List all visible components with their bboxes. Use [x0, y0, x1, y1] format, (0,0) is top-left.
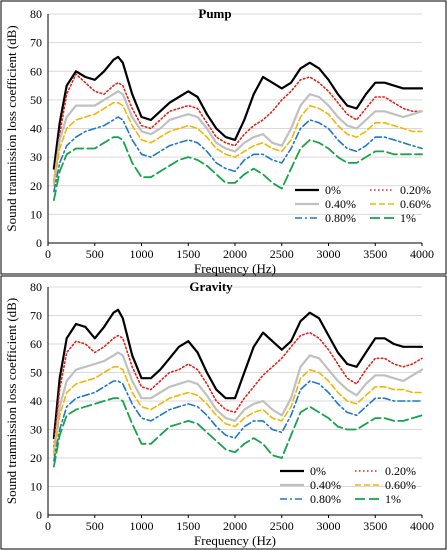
y-tick-label: 10 — [30, 207, 42, 221]
y-tick-label: 10 — [30, 480, 42, 494]
x-tick-label: 4000 — [410, 519, 434, 533]
y-tick-label: 40 — [30, 122, 42, 136]
x-tick-label: 500 — [86, 519, 104, 533]
x-tick-label: 3500 — [363, 519, 387, 533]
y-tick-label: 70 — [30, 36, 42, 50]
series-line-1pct — [53, 397, 423, 468]
y-tick-label: 0 — [36, 236, 42, 250]
y-tick-label: 80 — [30, 7, 42, 21]
legend-label: 1% — [400, 211, 416, 225]
series-line-0pct — [52, 308, 424, 440]
legend-label: 0.60% — [400, 197, 431, 211]
series-line-0-80pct — [53, 116, 423, 193]
x-tick-label: 2500 — [270, 247, 294, 261]
y-tick-label: 70 — [30, 309, 42, 323]
y-tick-label: 60 — [30, 337, 42, 351]
legend-label: 0.60% — [385, 478, 416, 492]
chart-title: Gravity — [189, 279, 233, 294]
x-tick-label: 500 — [86, 247, 104, 261]
x-tick-label: 2000 — [223, 519, 247, 533]
y-tick-label: 20 — [30, 179, 42, 193]
x-tick-label: 2500 — [270, 519, 294, 533]
x-tick-label: 1000 — [130, 519, 154, 533]
x-tick-label: 2000 — [223, 247, 247, 261]
y-tick-label: 40 — [30, 394, 42, 408]
legend-label: 0.80% — [310, 492, 341, 506]
y-tick-label: 50 — [30, 93, 42, 107]
legend-label: 0% — [325, 183, 341, 197]
x-tick-label: 3500 — [363, 247, 387, 261]
y-tick-label: 30 — [30, 150, 42, 164]
series-line-0-20pct — [53, 73, 423, 181]
x-tick-label: 0 — [45, 519, 51, 533]
panel-frame — [0, 275, 447, 550]
legend-label: 0.20% — [385, 464, 416, 478]
y-tick-label: 50 — [30, 366, 42, 380]
y-tick-label: 80 — [30, 280, 42, 294]
x-axis-label: Frequency (Hz) — [194, 533, 276, 548]
series-line-0-60pct — [53, 366, 423, 456]
series-line-0pct — [52, 55, 424, 170]
x-tick-label: 3000 — [317, 519, 341, 533]
x-tick-label: 1500 — [176, 519, 200, 533]
series-line-0-80pct — [53, 380, 423, 462]
x-tick-label: 4000 — [410, 247, 434, 261]
legend-label: 0.80% — [325, 211, 356, 225]
chart-title: Pump — [198, 6, 231, 21]
legend-label: 0.20% — [400, 183, 431, 197]
chart-panel-pump: 0 10 20 30 40 50 60 70 80 0 500 1000 1500 2000 2500 300… — [0, 0, 447, 276]
y-tick-label: 60 — [30, 64, 42, 78]
y-axis-label: Sound tranmission loss coefficient (dB) — [4, 25, 19, 231]
series-line-0-40pct — [52, 90, 424, 184]
series-line-1pct — [53, 136, 423, 201]
legend-label: 0.40% — [325, 197, 356, 211]
y-tick-label: 30 — [30, 423, 42, 437]
x-axis-label: Frequency (Hz) — [194, 261, 276, 276]
y-tick-label: 0 — [36, 508, 42, 522]
legend-label: 0% — [310, 464, 326, 478]
x-tick-label: 1500 — [176, 247, 200, 261]
panel-frame — [0, 0, 447, 275]
x-tick-label: 1000 — [130, 247, 154, 261]
y-tick-label: 20 — [30, 451, 42, 465]
legend-label: 1% — [385, 492, 401, 506]
chart-panel-gravity: 0 10 20 30 40 50 60 70 80 0 500 1000 1500 2000 2500 300… — [0, 275, 447, 550]
series-line-0-40pct — [52, 351, 424, 454]
x-tick-label: 0 — [45, 247, 51, 261]
legend-label: 0.40% — [310, 478, 341, 492]
series-line-0-20pct — [53, 331, 423, 448]
x-tick-label: 3000 — [317, 247, 341, 261]
y-axis-label: Sound tranmission loss coefficient (dB) — [4, 298, 19, 504]
series-line-0-60pct — [53, 101, 423, 187]
